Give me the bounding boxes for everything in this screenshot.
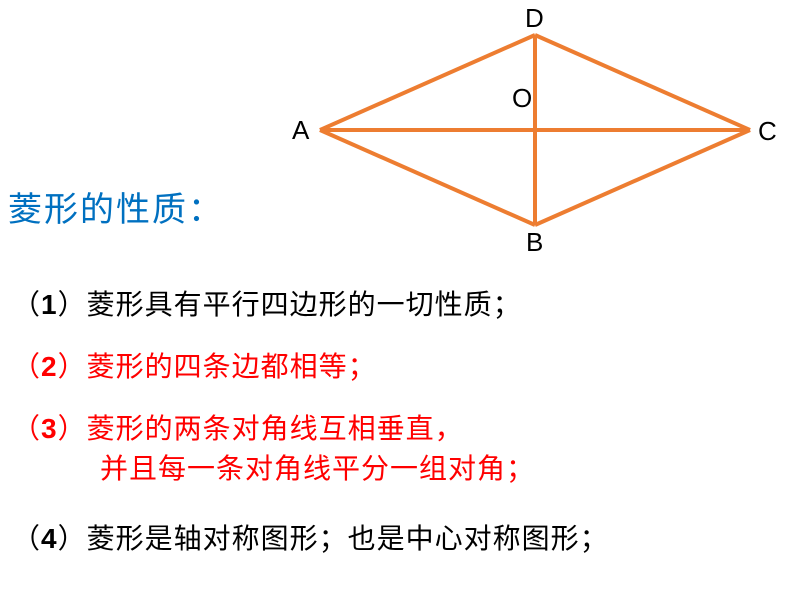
page-title: 菱形的性质： [8, 182, 224, 231]
prop1-paren-close: ） [58, 290, 87, 321]
vertex-label-o: O [512, 83, 532, 114]
prop4-num: 4 [41, 523, 58, 554]
prop4-text: 菱形是轴对称图形；也是中心对称图形； [87, 524, 609, 555]
prop4-paren-close: ） [58, 524, 87, 555]
prop3-text: 菱形的两条对角线互相垂直， [87, 414, 464, 445]
prop4-paren-open: （ [12, 524, 41, 555]
vertex-label-d: D [525, 3, 544, 34]
prop3-paren-open: （ [12, 414, 41, 445]
property-1: （1）菱形具有平行四边形的一切性质； [12, 284, 522, 327]
side-ba [320, 130, 535, 225]
prop2-text: 菱形的四条边都相等； [87, 352, 377, 383]
prop1-text: 菱形具有平行四边形的一切性质； [87, 290, 522, 321]
rhombus-diagram: A C D B O [280, 5, 780, 255]
prop2-num: 2 [41, 351, 58, 382]
prop1-num: 1 [41, 289, 58, 320]
side-ad [320, 35, 535, 130]
vertex-label-a: A [292, 115, 309, 146]
vertex-label-c: C [758, 116, 777, 147]
prop2-paren-close: ） [58, 352, 87, 383]
property-3-line2: 并且每一条对角线平分一组对角； [100, 449, 535, 491]
prop2-paren-open: （ [12, 352, 41, 383]
prop3-num: 3 [41, 413, 58, 444]
prop3-paren-close: ） [58, 414, 87, 445]
vertex-label-b: B [526, 227, 543, 258]
property-2: （2）菱形的四条边都相等； [12, 346, 377, 389]
prop1-paren-open: （ [12, 290, 41, 321]
rhombus-svg [280, 5, 780, 255]
side-cb [535, 130, 750, 225]
side-dc [535, 35, 750, 130]
property-4: （4）菱形是轴对称图形；也是中心对称图形； [12, 518, 609, 561]
property-3-line1: （3）菱形的两条对角线互相垂直， [12, 408, 464, 451]
